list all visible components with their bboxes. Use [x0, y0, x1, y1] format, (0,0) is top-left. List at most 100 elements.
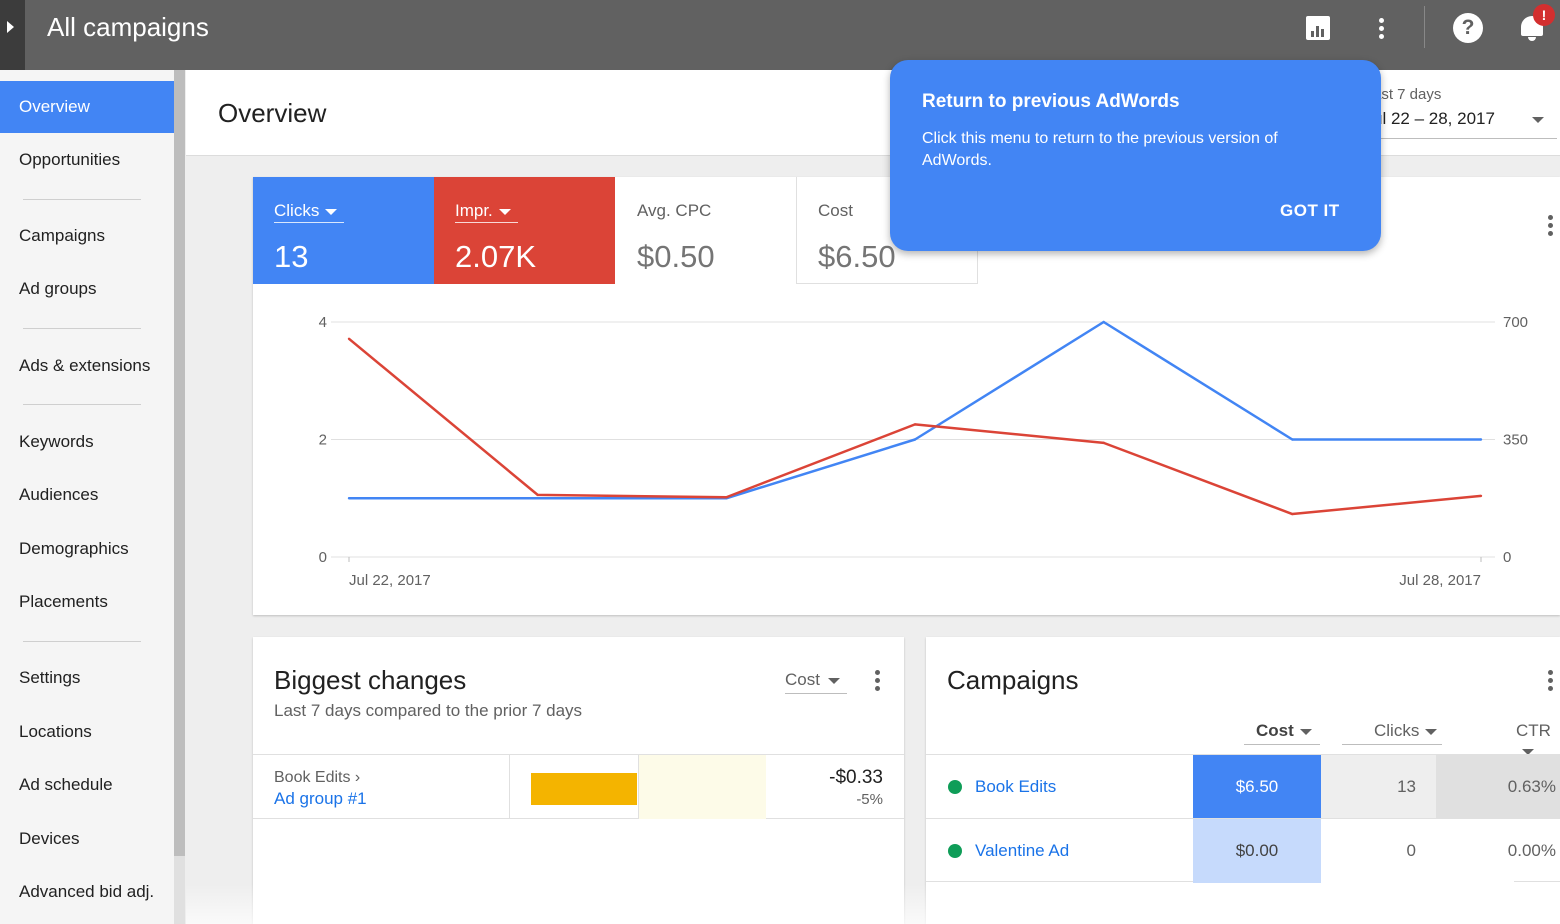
- metric-select-value: Cost: [785, 670, 820, 689]
- impressions-point: [347, 337, 351, 340]
- sidebar-scrollbar-thumb[interactable]: [174, 70, 185, 856]
- date-range-label: ast 7 days: [1373, 86, 1442, 103]
- more-vert-icon[interactable]: [1548, 670, 1554, 692]
- cell-ctr: 0.00%: [1507, 841, 1556, 860]
- y-right-tick-label: 0: [1503, 549, 1511, 566]
- chevron-down-icon: [325, 208, 338, 215]
- biggest-changes-card: Biggest changes Last 7 days compared to …: [253, 637, 904, 924]
- sidebar-item-campaigns[interactable]: Campaigns: [19, 226, 105, 245]
- card-title: Biggest changes: [274, 665, 467, 695]
- sidebar-item-settings[interactable]: Settings: [19, 668, 81, 687]
- row-campaign-name[interactable]: Book Edits ›: [274, 769, 361, 786]
- page-title: Overview: [218, 98, 327, 128]
- toolbar-divider: [1424, 6, 1425, 48]
- help-icon[interactable]: ?: [1452, 12, 1484, 44]
- sidebar-item-ad-groups[interactable]: Ad groups: [19, 279, 97, 298]
- campaign-name-link[interactable]: Valentine Ad: [975, 841, 1070, 860]
- sidebar-item-keywords[interactable]: Keywords: [19, 432, 94, 451]
- row-change-value: -$0.33: [829, 767, 883, 788]
- nav-toggle-button[interactable]: [0, 0, 25, 70]
- card-subtitle: Last 7 days compared to the prior 7 days: [274, 701, 583, 720]
- app-title: All campaigns: [47, 12, 209, 42]
- notification-badge: !: [1533, 4, 1555, 26]
- line-chart: 0 0 2 350 4 700 Jul 22, 2017 Jul 28, 2017: [319, 314, 1528, 589]
- chevron-down-icon[interactable]: [1532, 117, 1544, 123]
- metric-cpc-value: $0.50: [637, 239, 715, 274]
- x-tick-label: Jul 28, 2017: [1399, 572, 1481, 589]
- sidebar-item-ads-extensions[interactable]: Ads & extensions: [19, 356, 151, 375]
- status-enabled-icon: [948, 844, 962, 858]
- change-bar: [531, 773, 637, 805]
- cell-cost: $6.50: [1193, 755, 1321, 819]
- chevron-down-icon: [498, 208, 511, 215]
- more-vert-icon[interactable]: [1366, 12, 1398, 44]
- metric-impr-value: 2.07K: [455, 239, 537, 274]
- more-vert-icon[interactable]: [1548, 215, 1554, 237]
- sidebar-item-locations[interactable]: Locations: [19, 722, 92, 741]
- chevron-right-icon: [7, 21, 14, 33]
- sidebar-divider: [23, 199, 141, 200]
- impressions-series-line: [348, 337, 1482, 516]
- metric-clicks-label: Clicks: [274, 201, 320, 220]
- metric-select[interactable]: Cost: [785, 670, 840, 690]
- date-range-select[interactable]: ul 22 – 28, 2017: [1373, 109, 1495, 128]
- column-header-ctr[interactable]: CTR: [1516, 721, 1560, 761]
- campaigns-card: Campaigns Cost Clicks CTR Book Edits 13 …: [926, 637, 1560, 924]
- sidebar-divider: [23, 641, 141, 642]
- sidebar-item-opportunities[interactable]: Opportunities: [19, 150, 121, 169]
- sidebar-divider: [23, 404, 141, 405]
- sidebar-item-ad-schedule[interactable]: Ad schedule: [19, 775, 113, 794]
- sidebar-item-demographics[interactable]: Demographics: [19, 539, 129, 558]
- table-row[interactable]: Book Edits 13 0.63% $6.50: [926, 754, 1560, 819]
- clicks-point: [1479, 438, 1483, 441]
- sidebar-item-devices[interactable]: Devices: [19, 829, 80, 848]
- clicks-point: [1102, 320, 1105, 324]
- metric-clicks[interactable]: Clicks 13: [253, 177, 434, 284]
- change-bar-area: [509, 755, 766, 819]
- cell-cost: $0.00: [1193, 819, 1321, 883]
- metric-avg-cpc[interactable]: Avg. CPC $0.50: [616, 177, 797, 284]
- y-left-tick-label: 4: [319, 314, 327, 331]
- got-it-button[interactable]: GOT IT: [1280, 201, 1340, 220]
- table-row[interactable]: Valentine Ad 0 0.00% $0.00: [926, 818, 1560, 883]
- row-change-percent: -5%: [856, 791, 883, 808]
- sidebar-item-placements[interactable]: Placements: [19, 592, 108, 611]
- metric-cost-value: $6.50: [818, 239, 896, 274]
- row-ad-group-link[interactable]: Ad group #1: [274, 789, 367, 808]
- card-title: Campaigns: [947, 665, 1079, 695]
- impressions-point: [1291, 512, 1294, 516]
- chevron-down-icon: [1522, 748, 1534, 755]
- cell-ctr: 0.63%: [1436, 755, 1560, 819]
- sidebar-divider: [23, 328, 141, 329]
- chevron-down-icon: [1299, 728, 1312, 735]
- sidebar: Overview Opportunities Campaigns Ad grou…: [0, 70, 174, 924]
- more-vert-icon[interactable]: [875, 670, 881, 692]
- metric-cpc-label: Avg. CPC: [637, 201, 712, 220]
- reports-icon[interactable]: [1302, 12, 1334, 44]
- metric-impressions[interactable]: Impr. 2.07K: [434, 177, 615, 284]
- impressions-point: [913, 423, 917, 426]
- y-left-tick-label: 0: [319, 549, 327, 566]
- y-right-tick-label: 350: [1503, 432, 1528, 449]
- campaign-name-link[interactable]: Book Edits: [975, 777, 1057, 796]
- impressions-point: [1479, 494, 1483, 498]
- sidebar-item-advanced-bid[interactable]: Advanced bid adj.: [19, 882, 155, 901]
- sidebar-item-audiences[interactable]: Audiences: [19, 485, 99, 504]
- y-right-tick-label: 700: [1503, 314, 1528, 331]
- impressions-point: [536, 493, 539, 497]
- x-tick-label: Jul 22, 2017: [349, 572, 431, 589]
- chevron-down-icon: [827, 677, 840, 684]
- clicks-series-line: [349, 320, 1481, 500]
- tooltip-body: Click this menu to return to the previou…: [922, 130, 1278, 169]
- sidebar-scrollbar-track[interactable]: [174, 856, 185, 924]
- metric-cost-label: Cost: [818, 201, 853, 220]
- sidebar-item-overview[interactable]: Overview: [0, 81, 174, 133]
- clicks-point: [347, 497, 351, 500]
- table-row: Book Edits › Ad group #1 -$0.33 -5%: [253, 754, 904, 819]
- clicks-point: [536, 497, 539, 500]
- metric-impr-label: Impr.: [455, 201, 493, 220]
- impressions-point: [725, 496, 728, 499]
- column-header-clicks[interactable]: Clicks: [1374, 721, 1438, 741]
- column-header-cost[interactable]: Cost: [1256, 721, 1312, 741]
- top-bar: All campaigns ? !: [0, 0, 1560, 70]
